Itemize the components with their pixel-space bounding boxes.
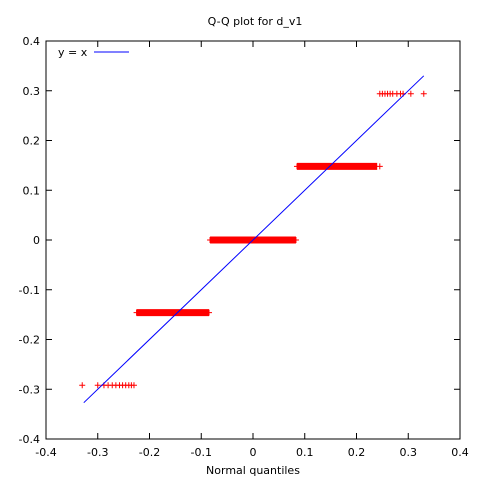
data-point-marker <box>281 237 288 243</box>
chart-title: Q-Q plot for d_v1 <box>208 15 303 28</box>
series-layer <box>79 75 427 404</box>
y-tick-label: 0.3 <box>23 85 41 98</box>
data-point-marker <box>151 309 158 316</box>
data-point-marker <box>301 163 308 170</box>
y-tick-label: 0 <box>33 234 40 247</box>
data-point-marker <box>353 163 360 170</box>
data-point-marker <box>239 237 246 243</box>
data-point-marker <box>218 237 225 243</box>
x-tick-label: 0.4 <box>451 446 469 459</box>
data-point-marker <box>312 163 319 170</box>
data-point-marker <box>260 237 267 243</box>
legend: y = x <box>58 46 129 59</box>
x-tick-label: 0 <box>250 446 257 459</box>
data-point-marker <box>292 237 299 243</box>
data-point-marker <box>270 237 277 243</box>
reference-line-y-equals-x <box>83 75 425 404</box>
legend-label-reference-line: y = x <box>58 46 88 59</box>
data-point-marker <box>229 237 236 243</box>
y-tick-label: 0.4 <box>23 35 41 48</box>
y-axis: -0.4 -0.3 -0.2 -0.1 0 0.1 0.2 0.3 0.4 <box>19 35 460 446</box>
y-tick-label: 0.2 <box>23 135 41 148</box>
y-tick-label: 0.1 <box>23 184 41 197</box>
x-tick-label: -0.3 <box>87 446 108 459</box>
x-tick-label: 0.2 <box>348 446 366 459</box>
data-point-marker <box>371 163 378 170</box>
y-tick-label: -0.2 <box>19 334 40 347</box>
data-point-marker <box>79 382 86 389</box>
data-point-marker <box>141 309 148 316</box>
data-point-marker <box>293 163 300 170</box>
data-point-marker <box>332 163 339 170</box>
x-tick-label: -0.4 <box>35 446 56 459</box>
data-point-marker <box>133 309 140 316</box>
x-tick-label: -0.2 <box>139 446 160 459</box>
data-point-marker <box>206 309 213 316</box>
data-point-marker <box>407 90 414 97</box>
y-tick-label: -0.1 <box>19 284 40 297</box>
x-tick-label: 0.3 <box>400 446 418 459</box>
data-point-marker <box>420 90 427 97</box>
data-point-marker <box>376 163 383 170</box>
data-point-marker <box>130 382 137 389</box>
data-point-marker <box>200 309 207 316</box>
data-point-marker <box>363 163 370 170</box>
x-tick-label: -0.1 <box>191 446 212 459</box>
x-axis-label: Normal quantiles <box>206 464 300 477</box>
data-point-marker <box>94 382 101 389</box>
data-point-marker <box>182 309 189 316</box>
x-axis: -0.4 -0.3 -0.2 -0.1 0 0.1 0.2 0.3 0.4 <box>35 41 469 459</box>
y-tick-label: -0.4 <box>19 433 40 446</box>
data-point-marker <box>162 309 169 316</box>
data-point-marker <box>343 163 350 170</box>
data-point-marker <box>193 309 200 316</box>
x-tick-label: 0.1 <box>296 446 314 459</box>
data-point-marker <box>322 163 329 170</box>
y-tick-label: -0.3 <box>19 383 40 396</box>
data-point-marker <box>207 237 214 243</box>
